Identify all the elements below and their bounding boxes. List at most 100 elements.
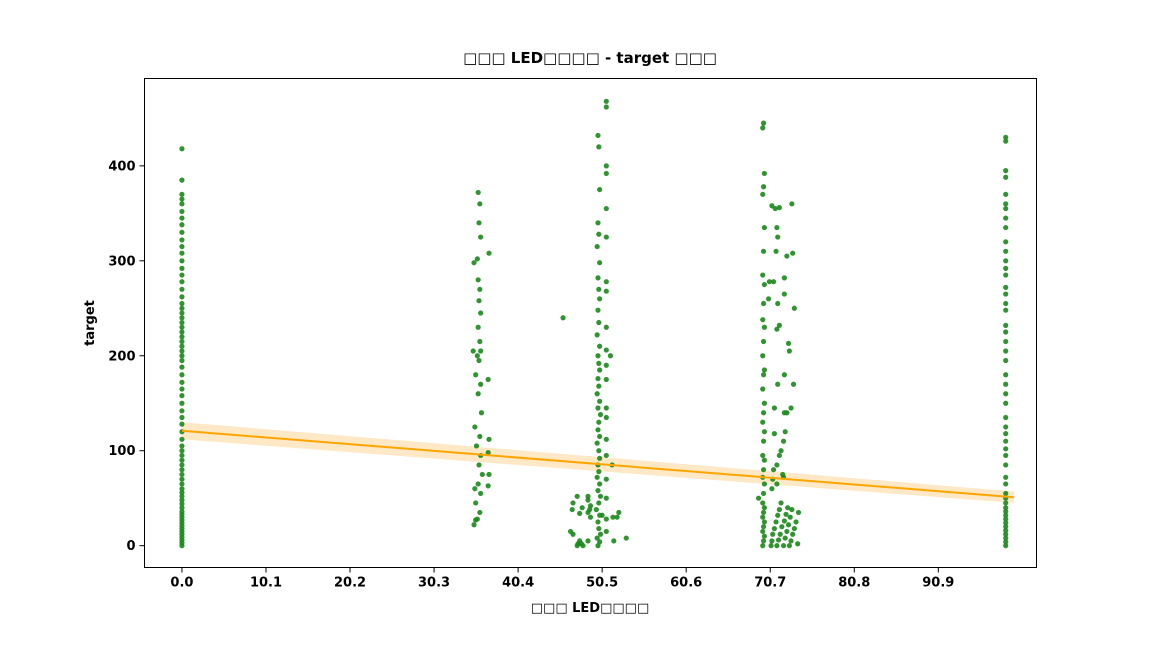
- data-point: [574, 493, 580, 499]
- data-point: [587, 506, 593, 513]
- data-point: [596, 469, 602, 475]
- data-point: [1003, 291, 1009, 297]
- data-point: [470, 348, 476, 354]
- data-point: [475, 481, 481, 487]
- data-point: [475, 324, 481, 330]
- data-point: [475, 277, 481, 283]
- data-point: [476, 220, 482, 226]
- data-point: [597, 539, 603, 545]
- data-point: [770, 531, 776, 537]
- data-point: [179, 467, 185, 473]
- data-point: [770, 467, 777, 473]
- x-tick-label: 60.6: [670, 576, 702, 591]
- data-point: [781, 410, 787, 416]
- data-point: [471, 260, 477, 266]
- data-point: [761, 281, 768, 288]
- data-point: [597, 343, 603, 349]
- data-point: [179, 229, 185, 235]
- data-point: [597, 412, 604, 418]
- data-point: [789, 506, 795, 513]
- data-point: [603, 405, 609, 411]
- data-point: [771, 405, 777, 411]
- data-point: [784, 528, 790, 535]
- data-point: [179, 348, 185, 354]
- data-point: [785, 340, 792, 347]
- data-point: [485, 450, 491, 456]
- data-point: [1003, 539, 1009, 545]
- data-point: [594, 440, 600, 446]
- data-point: [179, 501, 185, 507]
- data-point: [761, 533, 768, 539]
- data-point: [1003, 338, 1009, 345]
- data-point: [595, 353, 601, 359]
- x-axis: 0.0 10.1 20.2 30.3 40.4 50.5 60.6 70.7 80.8 90.9: [170, 567, 954, 591]
- data-point: [781, 291, 787, 297]
- x-tick-label: 70.7: [754, 576, 786, 591]
- data-point: [778, 448, 784, 454]
- data-point: [1003, 191, 1009, 197]
- data-point: [599, 512, 605, 518]
- data-point: [607, 353, 614, 359]
- data-point: [603, 362, 609, 368]
- data-point: [761, 324, 768, 330]
- data-point: [574, 543, 580, 549]
- data-point: [179, 146, 185, 152]
- data-point: [760, 272, 766, 278]
- data-point: [788, 405, 794, 411]
- data-point: [595, 487, 601, 494]
- data-point: [1003, 414, 1009, 421]
- data-point: [179, 400, 185, 406]
- data-point: [760, 524, 767, 530]
- data-point: [761, 367, 768, 373]
- y-axis: 0 100 200 300 400: [108, 159, 145, 554]
- data-point: [786, 348, 792, 354]
- data-point: [760, 386, 766, 392]
- x-tick-label: 20.2: [334, 576, 366, 591]
- data-point: [1003, 258, 1009, 264]
- data-point: [1003, 372, 1009, 378]
- data-point: [786, 543, 792, 549]
- data-point: [179, 272, 185, 278]
- data-point: [769, 538, 775, 544]
- data-point: [769, 486, 775, 492]
- data-point: [474, 353, 480, 359]
- data-point: [760, 490, 767, 497]
- regression-line: [181, 429, 1015, 499]
- data-point: [179, 310, 185, 316]
- data-point: [784, 253, 790, 259]
- data-point: [782, 429, 788, 435]
- data-point: [1003, 272, 1009, 278]
- data-point: [1003, 284, 1009, 290]
- data-point: [1003, 391, 1009, 397]
- data-point: [1003, 527, 1009, 534]
- data-point: [479, 471, 485, 478]
- data-point: [1003, 500, 1009, 506]
- data-point: [179, 338, 185, 345]
- data-point: [1003, 381, 1009, 387]
- data-point: [1003, 524, 1009, 530]
- x-axis-label: □□□ LED□□□□: [531, 601, 649, 616]
- data-point: [772, 205, 778, 212]
- data-point: [760, 248, 767, 254]
- data-point: [1003, 452, 1009, 459]
- data-point: [580, 543, 586, 549]
- data-point: [179, 222, 185, 228]
- data-point: [179, 421, 185, 427]
- data-point: [596, 319, 602, 326]
- data-point: [760, 184, 767, 190]
- data-point: [179, 286, 185, 292]
- data-point: [179, 505, 185, 511]
- data-point: [179, 343, 185, 349]
- data-point: [476, 357, 482, 364]
- y-tick-label: 400: [108, 159, 135, 174]
- data-point: [1003, 138, 1009, 144]
- data-point: [1003, 438, 1009, 444]
- data-point: [179, 258, 185, 264]
- data-point: [603, 436, 609, 442]
- data-point: [623, 535, 629, 541]
- data-point: [596, 144, 602, 150]
- data-point: [780, 543, 787, 549]
- data-point: [473, 372, 479, 378]
- data-point: [760, 538, 767, 544]
- data-point: [1003, 265, 1009, 271]
